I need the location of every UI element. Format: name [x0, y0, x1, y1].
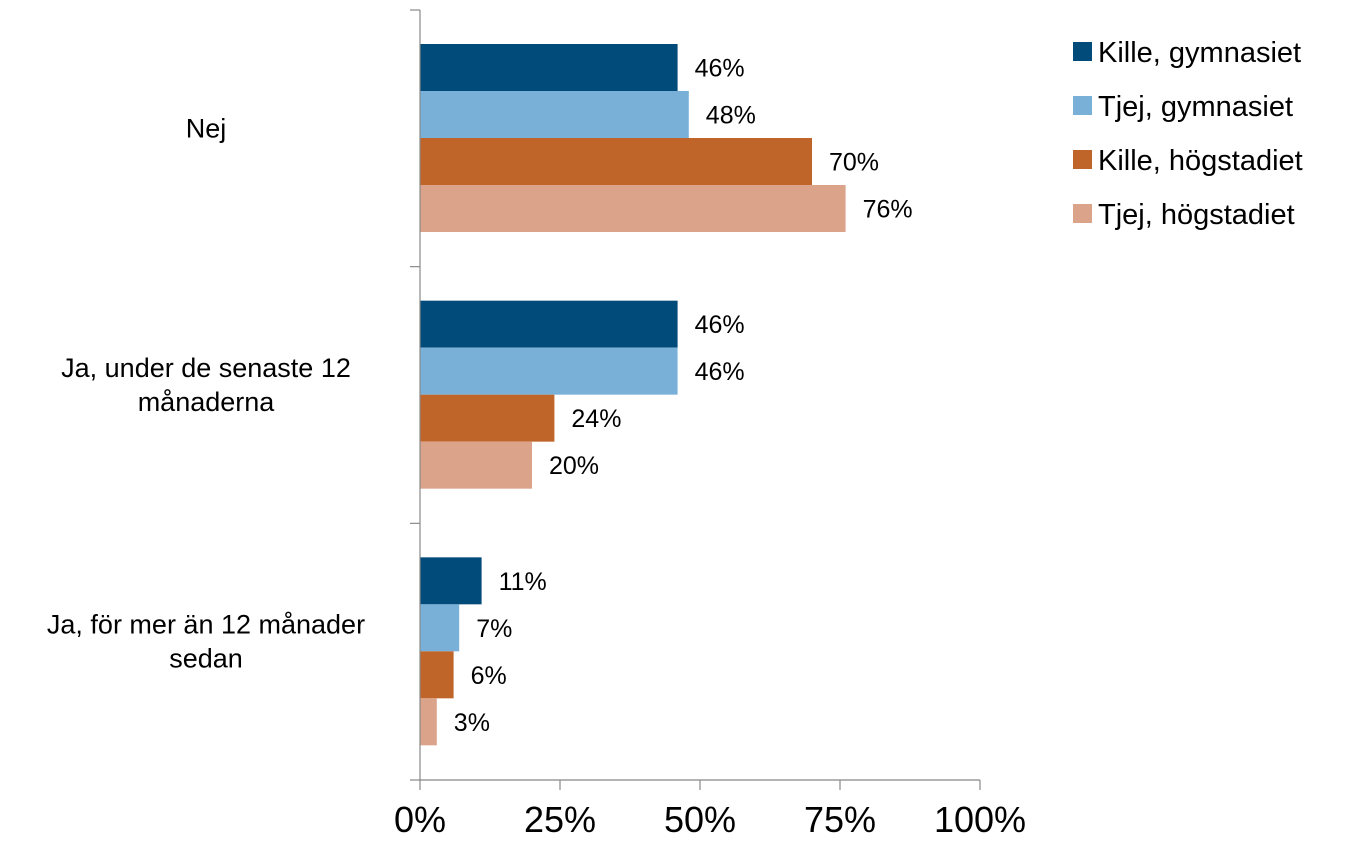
value-label-kille-h-gstadiet-2: 24%: [571, 405, 621, 433]
legend: Kille, gymnasiet Tjej, gymnasiet Kille, hö…: [1073, 37, 1303, 231]
legend-item-kille-gymnasiet: Kille, gymnasiet: [1073, 37, 1301, 69]
bar-kille-gymnasiet-2: [420, 300, 678, 348]
value-label-kille-gymnasiet-2: 46%: [695, 311, 745, 339]
bar-kille-h-gstadiet-1: [420, 138, 812, 185]
legend-label: Tjej, högstadiet: [1098, 199, 1295, 231]
x-tick-label: 0%: [394, 799, 446, 840]
x-tick-label: 50%: [664, 799, 736, 840]
category-label: Ja, under de senaste 12: [61, 353, 351, 383]
legend-swatch: [1073, 96, 1092, 115]
legend-swatch: [1073, 42, 1092, 61]
value-label-kille-h-gstadiet-3: 6%: [471, 662, 507, 690]
bar-tjej-gymnasiet-3: [420, 604, 460, 652]
bars-group: [420, 44, 846, 746]
bar-tjej-h-gstadiet-3: [420, 698, 437, 746]
legend-item-tjej-gymnasiet: Tjej, gymnasiet: [1073, 91, 1293, 123]
value-label-tjej-gymnasiet-1: 48%: [706, 102, 756, 130]
value-label-kille-gymnasiet-3: 11%: [499, 568, 547, 596]
value-label-tjej-gymnasiet-3: 7%: [476, 615, 512, 643]
legend-label: Tjej, gymnasiet: [1098, 91, 1293, 123]
category-labels-group: Nej Ja, under de senaste 12 månaderna Ja, f…: [47, 113, 365, 673]
legend-label: Kille, gymnasiet: [1098, 37, 1301, 69]
bar-tjej-h-gstadiet-1: [420, 185, 846, 232]
value-label-tjej-h-gstadiet-3: 3%: [454, 709, 490, 737]
legend-label: Kille, högstadiet: [1098, 145, 1303, 177]
value-label-kille-gymnasiet-1: 46%: [695, 55, 745, 83]
category-label: Ja, för mer än 12 månader: [47, 610, 365, 640]
x-tick-label: 25%: [524, 799, 596, 840]
bar-kille-h-gstadiet-2: [420, 394, 555, 442]
value-label-tjej-h-gstadiet-2: 20%: [549, 452, 599, 480]
legend-item-kille-h-gstadiet: Kille, högstadiet: [1073, 145, 1303, 177]
value-label-kille-h-gstadiet-1: 70%: [829, 149, 879, 177]
bar-tjej-gymnasiet-1: [420, 91, 689, 138]
bar-tjej-h-gstadiet-2: [420, 441, 532, 489]
value-label-tjej-h-gstadiet-1: 76%: [863, 196, 913, 224]
bar-tjej-gymnasiet-2: [420, 347, 678, 395]
y-axis: [410, 9, 421, 781]
legend-swatch: [1073, 204, 1092, 223]
bar-kille-h-gstadiet-3: [420, 651, 454, 699]
bar-kille-gymnasiet-3: [420, 557, 482, 605]
legend-item-tjej-h-gstadiet: Tjej, högstadiet: [1073, 199, 1295, 231]
x-tick-label: 100%: [934, 799, 1026, 840]
value-label-tjej-gymnasiet-2: 46%: [695, 358, 745, 386]
category-label: Nej: [186, 113, 227, 143]
bar-kille-gymnasiet-1: [420, 44, 678, 91]
category-label: sedan: [169, 644, 243, 674]
category-label: månaderna: [138, 387, 276, 417]
value-labels-group: 46% 48% 70% 76% 46% 46% 24% 20% 11% 7% 6% 3%: [454, 55, 913, 737]
x-axis: 0% 25% 50% 75% 100%: [394, 779, 1026, 840]
x-tick-label: 75%: [804, 799, 876, 840]
legend-swatch: [1073, 150, 1092, 169]
